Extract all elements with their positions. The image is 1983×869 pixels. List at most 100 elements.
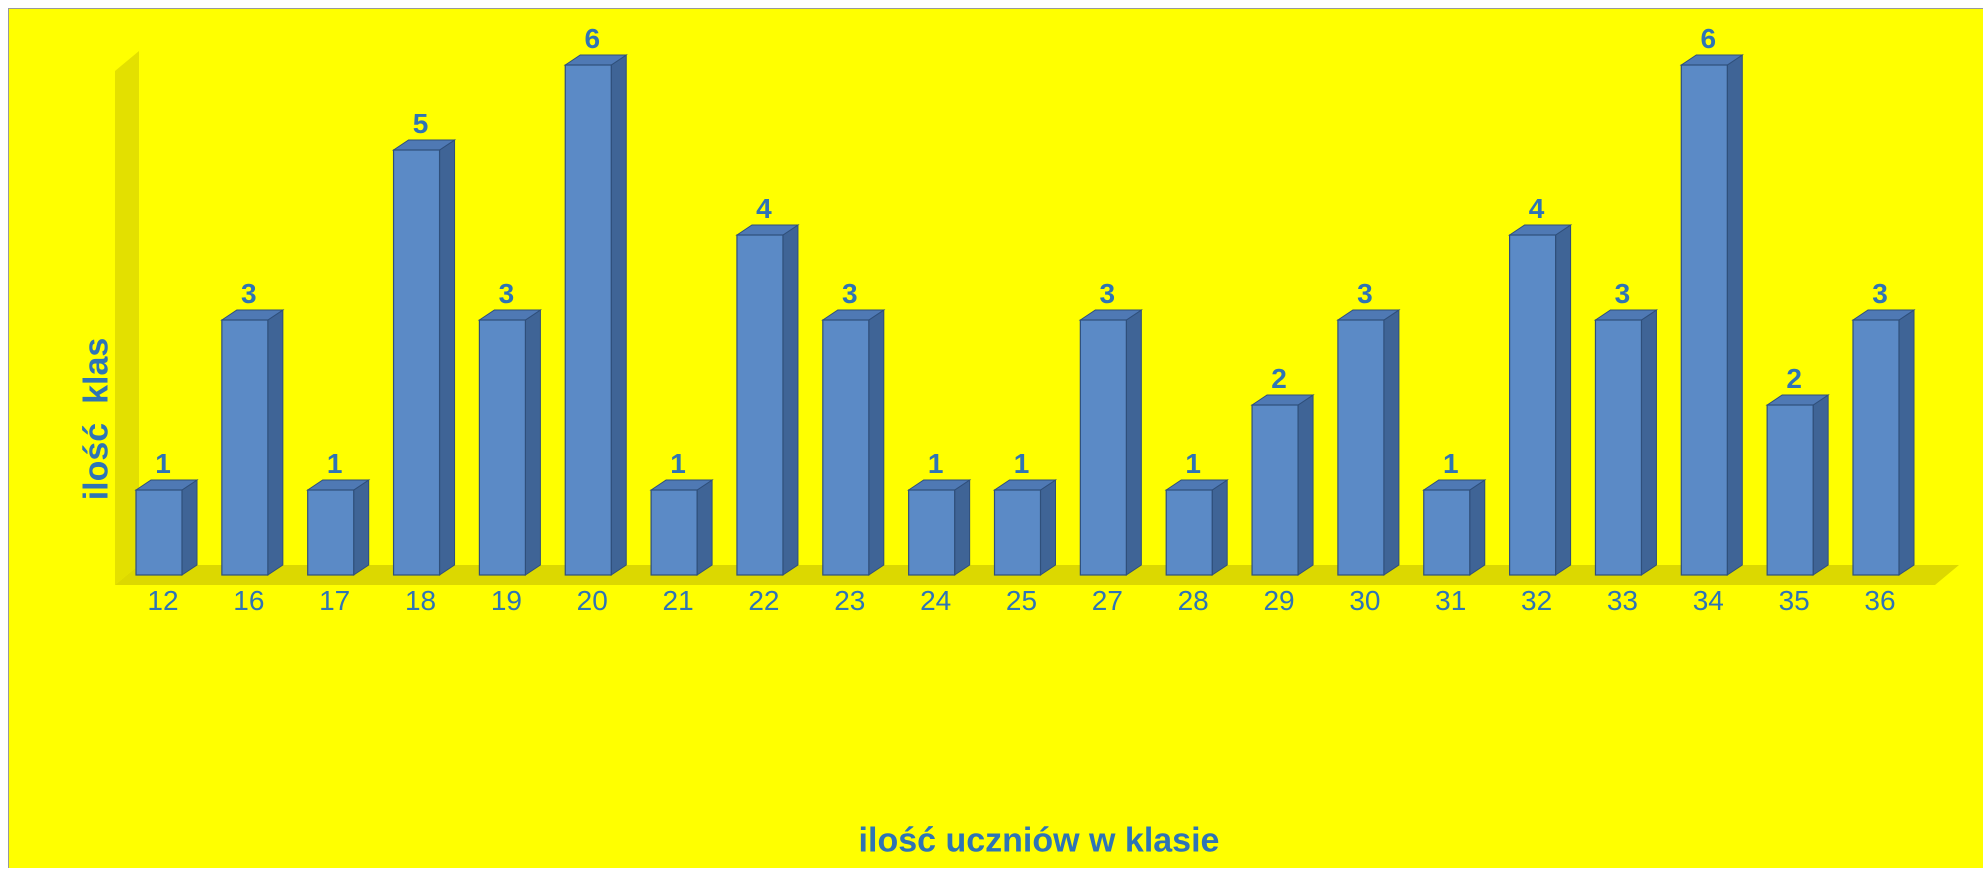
bar-25 <box>992 479 1058 576</box>
data-label: 3 <box>1615 278 1631 309</box>
bar-side-32 <box>1555 224 1572 576</box>
x-tick-label: 19 <box>491 585 522 616</box>
data-label: 3 <box>1100 278 1116 309</box>
data-label: 6 <box>1701 23 1717 54</box>
x-tick-label: 21 <box>663 585 694 616</box>
bar-side-17 <box>353 479 370 576</box>
data-labels: 1 3 1 5 3 6 1 4 3 1 1 3 1 2 3 1 4 3 6 2 3 <box>155 23 1888 479</box>
data-label: 4 <box>756 193 772 224</box>
bar-side-21 <box>696 479 713 576</box>
x-tick-label: 22 <box>748 585 779 616</box>
bar-front-17 <box>307 489 355 576</box>
bar-front-31 <box>1423 489 1471 576</box>
bar-chart: 12 16 17 18 19 20 21 22 23 24 25 27 28 29 30 31 32 33 34 35… <box>115 23 1959 616</box>
data-label: 6 <box>584 23 600 54</box>
bar-22 <box>735 224 800 576</box>
bar-23 <box>821 309 886 576</box>
x-tick-label: 25 <box>1006 585 1037 616</box>
bar-side-36 <box>1898 309 1915 576</box>
x-tick-label: 12 <box>147 585 178 616</box>
chart-area: 12 16 17 18 19 20 21 22 23 24 25 27 28 29 30 31 32 33 34 35… <box>8 8 1983 868</box>
bar-side-16 <box>267 309 284 576</box>
x-tick-label: 32 <box>1521 585 1552 616</box>
x-tick-label: 18 <box>405 585 436 616</box>
bar-side-33 <box>1640 309 1657 576</box>
bar-front-16 <box>221 319 269 576</box>
data-label: 1 <box>928 448 944 479</box>
bar-side-31 <box>1469 479 1486 576</box>
bar-front-24 <box>908 489 956 576</box>
bar-27 <box>1078 309 1144 576</box>
x-tick-label: 23 <box>834 585 865 616</box>
bar-front-33 <box>1594 319 1643 576</box>
bar-front-36 <box>1852 319 1900 576</box>
bar-side-18 <box>439 139 456 576</box>
data-label: 3 <box>1872 278 1888 309</box>
chart-back-wall <box>115 51 139 585</box>
x-axis-label: ilość uczniów w klasie <box>858 821 1220 860</box>
bar-20 <box>563 54 628 576</box>
x-tick-labels: 12 16 17 18 19 20 21 22 23 24 25 27 28 29 30 31 32 33 34 35… <box>147 585 1895 616</box>
bar-32 <box>1507 224 1573 576</box>
x-tick-label: 36 <box>1864 585 1895 616</box>
bar-front-22 <box>736 234 784 576</box>
y-axis-label: ilość klas <box>77 337 116 501</box>
bar-front-30 <box>1337 319 1385 576</box>
data-label: 2 <box>1271 363 1287 394</box>
bar-side-30 <box>1383 309 1400 576</box>
data-label: 4 <box>1529 193 1545 224</box>
bar-31 <box>1422 479 1487 576</box>
bar-side-22 <box>782 224 799 576</box>
bar-front-28 <box>1165 489 1213 576</box>
bar-front-21 <box>650 489 698 576</box>
bar-side-29 <box>1297 394 1314 576</box>
bar-35 <box>1765 394 1830 576</box>
bar-16 <box>220 309 285 576</box>
x-tick-label: 16 <box>233 585 264 616</box>
x-tick-label: 35 <box>1779 585 1810 616</box>
x-tick-label: 33 <box>1607 585 1638 616</box>
bar-17 <box>306 479 371 576</box>
bar-front-20 <box>564 64 612 576</box>
x-tick-label: 28 <box>1178 585 1209 616</box>
bar-30 <box>1336 309 1401 576</box>
data-label: 2 <box>1786 363 1802 394</box>
bar-front-12 <box>135 489 183 576</box>
data-label: 1 <box>1443 448 1459 479</box>
data-label: 1 <box>1185 448 1201 479</box>
bar-front-35 <box>1766 404 1814 576</box>
x-tick-label: 24 <box>920 585 951 616</box>
bar-side-24 <box>954 479 971 576</box>
bar-side-28 <box>1211 479 1228 576</box>
x-tick-label: 20 <box>577 585 608 616</box>
bar-24 <box>906 479 972 576</box>
x-tick-label: 30 <box>1349 585 1380 616</box>
bar-19 <box>477 309 543 576</box>
bar-front-29 <box>1251 404 1299 576</box>
bar-29 <box>1250 394 1315 576</box>
bar-28 <box>1164 479 1229 576</box>
bar-34 <box>1679 54 1744 576</box>
x-tick-label: 29 <box>1263 585 1294 616</box>
data-label: 5 <box>413 108 429 139</box>
bar-side-25 <box>1040 479 1056 576</box>
bar-front-34 <box>1680 64 1728 576</box>
bar-front-18 <box>392 149 441 576</box>
bar-side-27 <box>1125 309 1142 576</box>
bar-side-19 <box>524 309 541 576</box>
bar-front-27 <box>1079 319 1127 576</box>
bar-front-19 <box>478 319 526 576</box>
bar-18 <box>391 139 457 576</box>
bar-front-23 <box>822 319 870 576</box>
data-label: 1 <box>155 448 171 479</box>
bar-side-23 <box>868 309 885 576</box>
bar-front-25 <box>993 489 1042 576</box>
data-label: 1 <box>1014 448 1030 479</box>
data-label: 3 <box>842 278 858 309</box>
bar-36 <box>1851 309 1916 576</box>
x-tick-label: 27 <box>1092 585 1123 616</box>
data-label: 3 <box>241 278 257 309</box>
x-tick-label: 34 <box>1693 585 1724 616</box>
bar-12 <box>134 479 199 576</box>
bar-21 <box>649 479 714 576</box>
